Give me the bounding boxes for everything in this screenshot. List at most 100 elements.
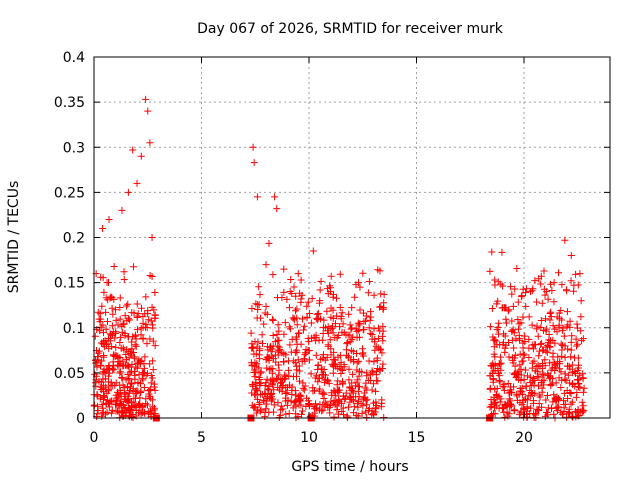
data-point <box>314 309 322 317</box>
data-point <box>121 361 129 369</box>
data-point <box>129 385 137 393</box>
data-point <box>509 359 517 367</box>
data-point <box>525 335 533 343</box>
data-point <box>114 361 122 369</box>
data-point <box>499 282 507 290</box>
data-point <box>304 298 312 306</box>
data-point <box>137 380 145 388</box>
data-point <box>324 341 332 349</box>
data-point <box>131 332 139 340</box>
data-point <box>311 387 319 395</box>
data-point <box>518 401 526 409</box>
data-point <box>248 389 256 397</box>
data-point <box>517 293 525 301</box>
data-point <box>280 350 288 358</box>
data-point <box>262 261 270 269</box>
data-point <box>295 367 303 375</box>
data-point <box>534 362 542 370</box>
data-point <box>112 316 120 324</box>
data-point <box>298 407 306 415</box>
data-point <box>132 363 140 371</box>
data-point <box>561 353 569 361</box>
data-point <box>104 387 112 395</box>
data-point <box>371 408 379 416</box>
data-point <box>105 362 113 370</box>
data-point <box>510 383 518 391</box>
data-point <box>363 396 371 404</box>
x-axis-label: GPS time / hours <box>291 459 408 475</box>
data-point <box>278 384 286 392</box>
data-point <box>509 302 517 310</box>
data-point <box>114 393 122 401</box>
data-point <box>574 354 582 362</box>
data-point <box>576 371 584 379</box>
data-point <box>296 377 304 385</box>
data-point <box>519 350 527 358</box>
data-point <box>550 410 558 418</box>
data-point <box>374 335 382 343</box>
data-point <box>358 409 366 417</box>
data-point <box>557 340 565 348</box>
data-point <box>546 310 554 318</box>
data-point <box>333 381 341 389</box>
data-point <box>547 280 555 288</box>
data-point <box>545 336 553 344</box>
data-point <box>307 334 315 342</box>
data-point <box>136 360 144 368</box>
data-point <box>513 369 521 377</box>
data-point <box>253 360 261 368</box>
data-point <box>339 320 347 328</box>
data-point <box>561 236 569 244</box>
data-point <box>140 369 148 377</box>
data-point <box>540 267 548 275</box>
data-point <box>282 394 290 402</box>
data-point <box>365 357 373 365</box>
data-point <box>248 344 256 352</box>
data-point <box>531 277 539 285</box>
data-point <box>366 329 374 337</box>
data-point <box>128 402 136 410</box>
data-point <box>514 298 522 306</box>
data-point <box>254 301 262 309</box>
data-point <box>577 297 585 305</box>
data-point <box>547 313 555 321</box>
data-point <box>261 389 269 397</box>
data-point <box>538 377 546 385</box>
data-point <box>350 403 358 411</box>
data-point <box>492 391 500 399</box>
data-point <box>349 397 357 405</box>
data-point <box>108 304 116 312</box>
data-point <box>261 381 269 389</box>
data-point <box>376 267 384 275</box>
data-point <box>290 283 298 291</box>
data-point <box>538 388 546 396</box>
data-point <box>543 408 551 416</box>
data-point <box>511 351 519 359</box>
data-point <box>298 357 306 365</box>
data-point <box>124 188 132 196</box>
data-point <box>525 392 533 400</box>
data-point <box>137 152 145 160</box>
data-point <box>573 320 581 328</box>
data-point <box>549 353 557 361</box>
data-point <box>568 361 576 369</box>
data-point <box>261 397 269 405</box>
data-point <box>334 410 342 418</box>
data-point <box>525 354 533 362</box>
data-point <box>533 405 541 413</box>
data-point <box>111 381 119 389</box>
data-point <box>349 370 357 378</box>
data-point <box>130 263 138 271</box>
data-point <box>352 393 360 401</box>
data-point <box>303 302 311 310</box>
data-point <box>494 369 502 377</box>
data-point <box>562 286 570 294</box>
data-point <box>486 403 494 411</box>
data-point <box>275 336 283 344</box>
data-point <box>522 366 530 374</box>
data-point <box>319 371 327 379</box>
data-point <box>567 390 575 398</box>
data-point <box>340 395 348 403</box>
data-point <box>327 272 335 280</box>
